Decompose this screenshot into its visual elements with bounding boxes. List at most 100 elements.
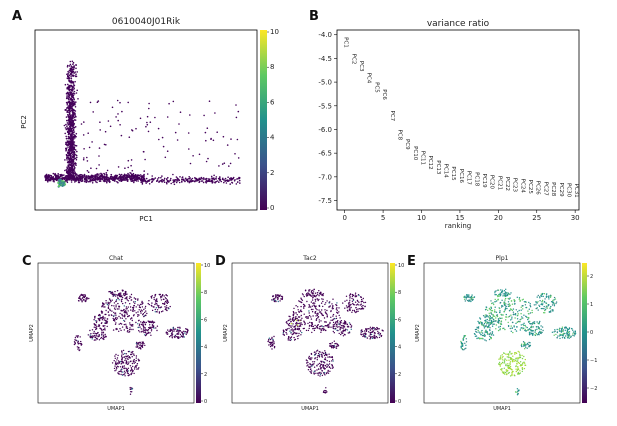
umap-point bbox=[124, 302, 127, 304]
umap-point bbox=[363, 301, 365, 304]
umap-point bbox=[333, 332, 335, 334]
umap-point bbox=[511, 352, 513, 355]
panel-b-pc-label: PC11 bbox=[420, 151, 426, 165]
panel-a-point bbox=[147, 180, 150, 182]
panel-a-point bbox=[72, 121, 74, 124]
umap-point bbox=[535, 332, 537, 335]
umap-point bbox=[275, 296, 277, 299]
umap-point bbox=[134, 361, 136, 363]
panel-a-point bbox=[223, 181, 225, 184]
umap-point bbox=[465, 347, 467, 349]
umap-point bbox=[543, 308, 545, 310]
umap-point bbox=[528, 341, 530, 344]
panel-a-point bbox=[131, 175, 133, 178]
panel-a-point bbox=[181, 176, 184, 178]
umap-point bbox=[141, 344, 144, 347]
umap-point bbox=[149, 324, 151, 326]
umap-point bbox=[516, 357, 518, 359]
umap-point bbox=[76, 346, 79, 348]
umap-point bbox=[293, 325, 295, 328]
panel-a-point bbox=[72, 151, 75, 154]
umap-point bbox=[565, 333, 568, 335]
umap-point bbox=[125, 363, 127, 365]
umap-point bbox=[328, 360, 331, 363]
umap-point bbox=[344, 334, 346, 336]
panel-a-point bbox=[70, 77, 73, 80]
umap-point bbox=[171, 332, 173, 334]
umap-point bbox=[360, 303, 362, 305]
panel-a-point bbox=[167, 176, 169, 179]
umap-point bbox=[135, 365, 137, 367]
umap-point bbox=[464, 296, 466, 298]
umap-point bbox=[332, 324, 334, 326]
umap-point bbox=[504, 299, 506, 301]
panel-a-point bbox=[162, 179, 164, 181]
umap-point bbox=[500, 313, 502, 316]
umap-point bbox=[559, 334, 562, 336]
umap-point bbox=[154, 311, 156, 313]
panel-b-ytick-label: -4.5 bbox=[318, 55, 332, 63]
umap-point bbox=[144, 331, 147, 334]
umap-point bbox=[318, 311, 321, 313]
umap-point bbox=[551, 304, 554, 306]
umap-point bbox=[478, 331, 480, 333]
umap-point bbox=[150, 320, 152, 323]
umap-point bbox=[336, 309, 338, 311]
umap-point bbox=[511, 327, 513, 329]
umap-point bbox=[524, 324, 526, 327]
umap-point bbox=[511, 318, 513, 320]
panel-a-point bbox=[72, 170, 74, 173]
panel-a-point bbox=[72, 173, 75, 175]
umap-point bbox=[322, 327, 324, 330]
panel-a-point bbox=[66, 96, 68, 98]
umap-point bbox=[338, 323, 340, 325]
umap-point bbox=[288, 339, 290, 341]
umap-point bbox=[516, 296, 518, 298]
panel-a-point bbox=[65, 143, 67, 146]
panel-b-pc-label: PC29 bbox=[558, 182, 564, 197]
umap-point bbox=[521, 370, 523, 373]
umap-point bbox=[300, 319, 302, 321]
umap-point bbox=[319, 328, 321, 330]
umap-point bbox=[142, 328, 145, 330]
umap-point bbox=[110, 300, 112, 303]
umap-point bbox=[156, 311, 158, 313]
umap-point bbox=[92, 335, 94, 337]
panel-a-point bbox=[176, 178, 179, 180]
umap-point bbox=[313, 329, 316, 332]
panel-a-point bbox=[96, 101, 99, 103]
umap-point bbox=[491, 317, 493, 319]
panel-b-pc-label: PC27 bbox=[542, 182, 548, 197]
umap-point bbox=[328, 363, 331, 365]
panel-a-point bbox=[218, 165, 220, 167]
umap-point bbox=[164, 306, 166, 308]
panel-a-point bbox=[95, 181, 97, 183]
umap-point bbox=[311, 299, 314, 301]
umap-point bbox=[340, 320, 343, 322]
panel-a-point bbox=[68, 104, 71, 106]
umap-point bbox=[323, 358, 326, 360]
umap-point bbox=[283, 334, 285, 336]
panel-a-point bbox=[70, 122, 72, 124]
umap-point bbox=[500, 289, 502, 291]
umap-point bbox=[499, 325, 502, 328]
umap-point bbox=[558, 335, 561, 337]
umap-point bbox=[318, 290, 320, 292]
umap-point bbox=[316, 309, 318, 311]
umap-point bbox=[130, 328, 132, 331]
umap-point bbox=[328, 323, 330, 326]
umap-point bbox=[332, 307, 334, 310]
umap-point bbox=[476, 331, 478, 333]
umap-point bbox=[175, 330, 178, 332]
umap-point bbox=[308, 327, 310, 330]
umap-point bbox=[89, 334, 91, 336]
panel-a-point bbox=[165, 178, 168, 180]
umap-point bbox=[322, 300, 324, 303]
umap-point bbox=[323, 368, 326, 370]
panel-a-point bbox=[208, 100, 211, 102]
panel-a-point bbox=[99, 129, 101, 131]
panel-a-point bbox=[71, 71, 74, 73]
umap-point bbox=[105, 336, 107, 338]
umap-point bbox=[530, 323, 532, 325]
panel-a-point bbox=[70, 155, 72, 158]
